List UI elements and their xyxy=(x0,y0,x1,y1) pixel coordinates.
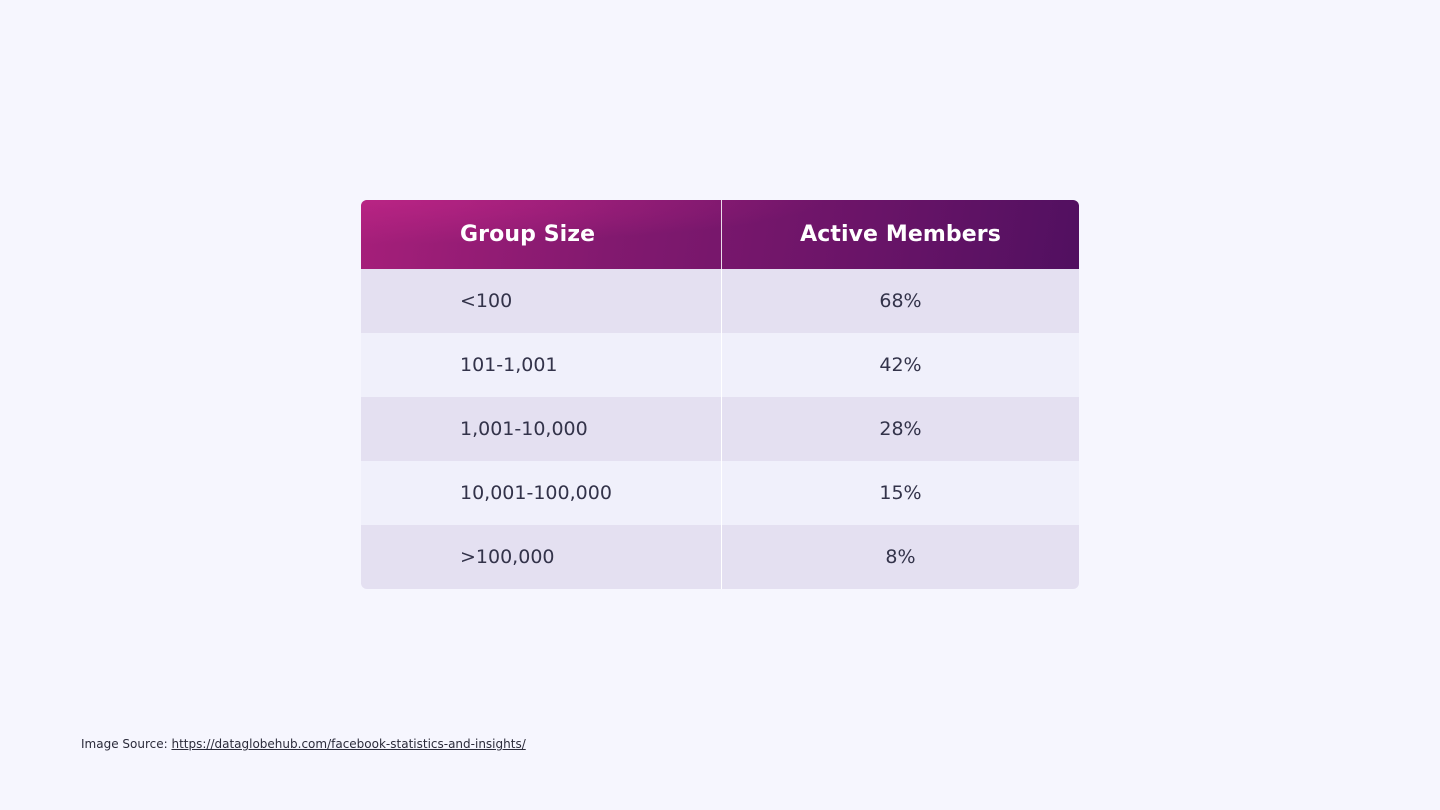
cell-group-size: 101-1,001 xyxy=(460,354,558,376)
header-active-members: Active Members xyxy=(721,200,1079,269)
table-row: 101-1,001 42% xyxy=(361,333,1079,397)
cell-active-members: 28% xyxy=(721,397,1079,461)
table-row: >100,000 8% xyxy=(361,525,1079,589)
cell-group-size: >100,000 xyxy=(460,546,555,568)
table-row: 10,001-100,000 15% xyxy=(361,461,1079,525)
data-table: Group Size Active Members <100 68% 101-1… xyxy=(361,200,1079,589)
table-row: 1,001-10,000 28% xyxy=(361,397,1079,461)
header-group-size: Group Size xyxy=(460,222,596,247)
cell-group-size: 1,001-10,000 xyxy=(460,418,588,440)
image-source-link[interactable]: https://dataglobehub.com/facebook-statis… xyxy=(171,737,526,751)
cell-active-members: 8% xyxy=(721,525,1079,589)
table-row: <100 68% xyxy=(361,269,1079,333)
cell-group-size: <100 xyxy=(460,290,513,312)
cell-active-members: 68% xyxy=(721,269,1079,333)
cell-active-members: 42% xyxy=(721,333,1079,397)
image-source-label: Image Source: xyxy=(81,737,172,751)
table-header-row: Group Size Active Members xyxy=(361,200,1079,269)
image-source-caption: Image Source: https://dataglobehub.com/f… xyxy=(81,737,526,751)
cell-active-members: 15% xyxy=(721,461,1079,525)
cell-group-size: 10,001-100,000 xyxy=(460,482,612,504)
